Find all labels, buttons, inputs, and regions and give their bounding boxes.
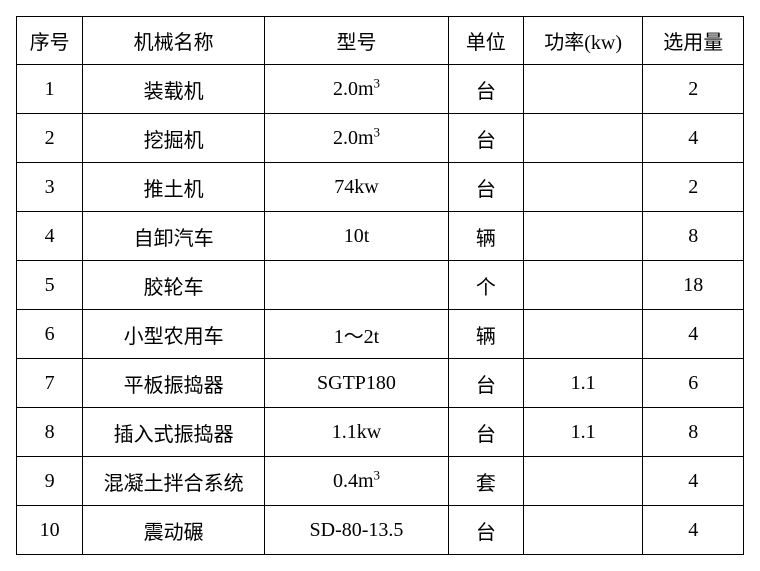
cell-model: [265, 261, 449, 310]
cell-power: 1.1: [523, 359, 643, 408]
cell-seq: 6: [17, 310, 83, 359]
cell-seq: 9: [17, 457, 83, 506]
cell-model: 0.4m3: [265, 457, 449, 506]
cell-unit: 台: [448, 359, 523, 408]
cell-model: 1.1kw: [265, 408, 449, 457]
cell-qty: 6: [643, 359, 744, 408]
cell-seq: 2: [17, 114, 83, 163]
cell-name: 推土机: [83, 163, 265, 212]
header-name: 机械名称: [83, 17, 265, 65]
cell-power: [523, 261, 643, 310]
table-row: 8插入式振捣器1.1kw台1.18: [17, 408, 744, 457]
cell-name: 自卸汽车: [83, 212, 265, 261]
cell-unit: 台: [448, 506, 523, 555]
cell-power: [523, 114, 643, 163]
table-row: 6小型农用车1～2t辆 4: [17, 310, 744, 359]
cell-unit: 台: [448, 65, 523, 114]
cell-qty: 8: [643, 212, 744, 261]
cell-power: [523, 212, 643, 261]
cell-unit: 套: [448, 457, 523, 506]
cell-power: [523, 163, 643, 212]
cell-qty: 8: [643, 408, 744, 457]
cell-model: 10t: [265, 212, 449, 261]
cell-unit: 辆: [448, 212, 523, 261]
cell-name: 插入式振捣器: [83, 408, 265, 457]
cell-qty: 18: [643, 261, 744, 310]
table-row: 1装载机2.0m3台 2: [17, 65, 744, 114]
header-model: 型号: [265, 17, 449, 65]
cell-model: 74kw: [265, 163, 449, 212]
cell-model: SD-80-13.5: [265, 506, 449, 555]
cell-unit: 台: [448, 114, 523, 163]
header-seq: 序号: [17, 17, 83, 65]
cell-unit: 台: [448, 163, 523, 212]
cell-name: 混凝土拌合系统: [83, 457, 265, 506]
cell-unit: 个: [448, 261, 523, 310]
table-row: 3推土机74kw台 2: [17, 163, 744, 212]
header-qty: 选用量: [643, 17, 744, 65]
cell-model: 2.0m3: [265, 114, 449, 163]
cell-name: 震动碾: [83, 506, 265, 555]
cell-name: 平板振捣器: [83, 359, 265, 408]
cell-seq: 10: [17, 506, 83, 555]
cell-qty: 4: [643, 506, 744, 555]
cell-power: [523, 310, 643, 359]
cell-qty: 4: [643, 457, 744, 506]
cell-name: 挖掘机: [83, 114, 265, 163]
table-row: 9混凝土拌合系统0.4m3套 4: [17, 457, 744, 506]
table-row: 7平板振捣器SGTP180台1.16: [17, 359, 744, 408]
cell-seq: 5: [17, 261, 83, 310]
cell-seq: 4: [17, 212, 83, 261]
cell-seq: 3: [17, 163, 83, 212]
header-unit: 单位: [448, 17, 523, 65]
cell-unit: 台: [448, 408, 523, 457]
table-row: 4自卸汽车10t辆 8: [17, 212, 744, 261]
header-power: 功率(kw): [523, 17, 643, 65]
table-row: 10震动碾SD-80-13.5台 4: [17, 506, 744, 555]
cell-power: [523, 65, 643, 114]
cell-qty: 4: [643, 114, 744, 163]
cell-seq: 8: [17, 408, 83, 457]
cell-qty: 2: [643, 163, 744, 212]
cell-seq: 1: [17, 65, 83, 114]
cell-power: [523, 506, 643, 555]
cell-unit: 辆: [448, 310, 523, 359]
machinery-table: 序号 机械名称 型号 单位 功率(kw) 选用量 1装载机2.0m3台22挖掘机…: [16, 16, 744, 555]
cell-power: 1.1: [523, 408, 643, 457]
cell-model: SGTP180: [265, 359, 449, 408]
table-row: 2挖掘机2.0m3台 4: [17, 114, 744, 163]
cell-qty: 4: [643, 310, 744, 359]
table-row: 5胶轮车 个 18: [17, 261, 744, 310]
cell-name: 胶轮车: [83, 261, 265, 310]
cell-name: 装载机: [83, 65, 265, 114]
cell-model: 2.0m3: [265, 65, 449, 114]
table-header-row: 序号 机械名称 型号 单位 功率(kw) 选用量: [17, 17, 744, 65]
cell-qty: 2: [643, 65, 744, 114]
table-body: 1装载机2.0m3台22挖掘机2.0m3台43推土机74kw台24自卸汽车10t…: [17, 65, 744, 555]
cell-power: [523, 457, 643, 506]
cell-seq: 7: [17, 359, 83, 408]
cell-name: 小型农用车: [83, 310, 265, 359]
cell-model: 1～2t: [265, 310, 449, 359]
